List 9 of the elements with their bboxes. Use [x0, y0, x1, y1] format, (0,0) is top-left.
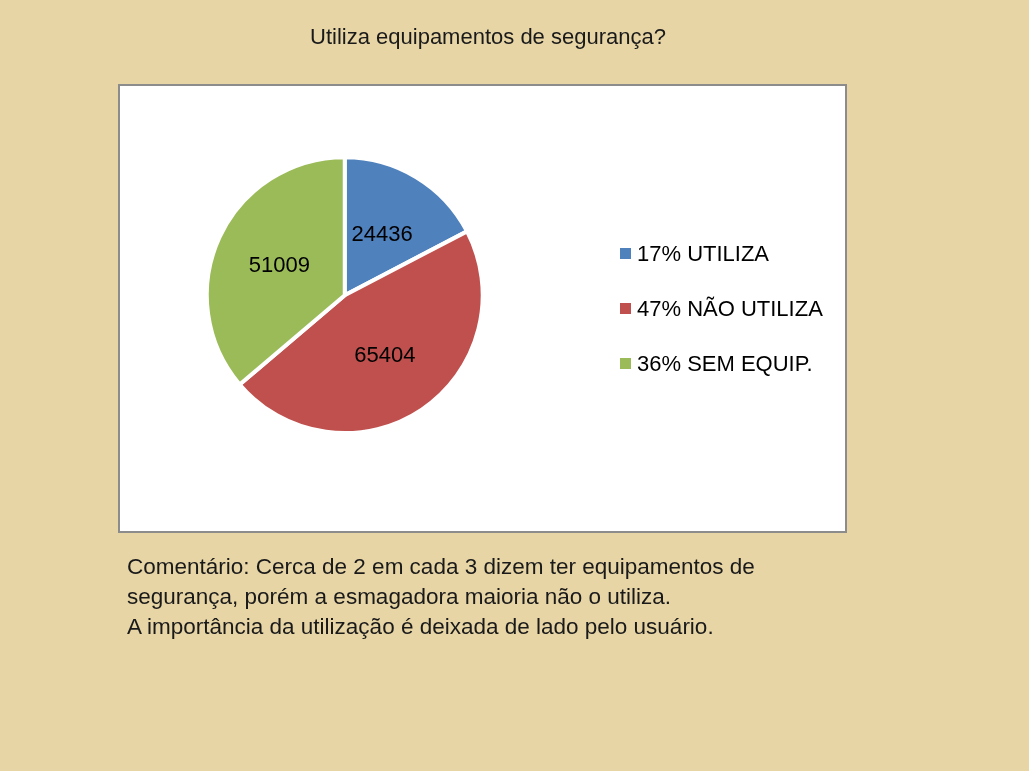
text: A importância da utilização é deixada de lado pelo usuário.: [127, 613, 715, 641]
legend-label: 47% NÃO UTILIZA: [637, 296, 824, 321]
text: Comentário: Cerca de 2 em cada 3 dizem ter equipamentos de segurança, porém a esmagadora maioria não o utiliza.: [127, 553, 756, 611]
chart-title: Utiliza equipamentos de segurança?: [309, 24, 667, 50]
legend-label: 17% UTILIZA: [637, 241, 770, 266]
legend-label: 36% SEM EQUIP.: [637, 351, 813, 376]
data-label: 51009: [248, 252, 311, 278]
data-label: 24436: [351, 221, 413, 247]
data-label: 65404: [354, 342, 416, 368]
